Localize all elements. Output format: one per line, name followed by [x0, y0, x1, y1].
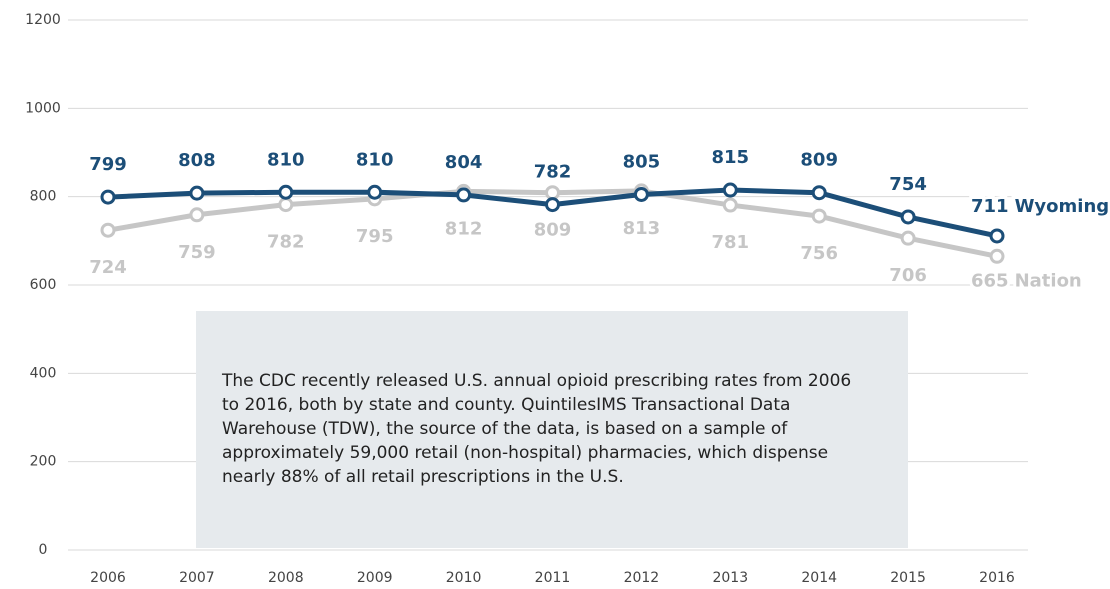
data-label: 809	[534, 220, 572, 241]
point	[633, 186, 649, 202]
data-label: 813	[623, 218, 661, 239]
data-label: 812	[445, 218, 483, 239]
data-label: 756	[800, 243, 838, 264]
annotation: The CDC recently released U.S. annual op…	[196, 311, 908, 548]
x-tick-label: 2008	[268, 570, 304, 586]
data-label: 815	[712, 147, 750, 168]
x-tick-label: 2011	[535, 570, 571, 586]
data-label: 665	[971, 270, 1009, 291]
point	[189, 207, 205, 223]
data-label: 706	[889, 265, 927, 286]
point	[278, 197, 294, 213]
data-label: 759	[178, 242, 216, 263]
x-tick-label: 2010	[446, 570, 482, 586]
x-tick-label: 2007	[179, 570, 215, 586]
series-name: Wyoming	[1015, 196, 1110, 217]
point	[722, 197, 738, 213]
data-label: 808	[178, 150, 216, 171]
data-label: 754	[889, 174, 927, 195]
data-label: 810	[356, 149, 394, 170]
data-label: 711	[971, 196, 1009, 217]
y-tick-label: 1200	[25, 12, 61, 28]
point	[278, 184, 294, 200]
data-label: 781	[712, 232, 750, 253]
y-tick-label: 0	[39, 542, 48, 558]
y-tick-label: 1000	[25, 100, 61, 116]
point	[100, 189, 116, 205]
point	[367, 184, 383, 200]
data-label: 809	[800, 150, 838, 171]
point	[545, 185, 560, 201]
series-name: Nation	[1015, 270, 1082, 291]
data-label: 782	[534, 162, 572, 183]
x-tick-label: 2014	[801, 570, 837, 586]
data-label: 810	[267, 149, 305, 170]
data-label: 799	[89, 154, 127, 175]
point	[811, 208, 827, 224]
point	[900, 230, 916, 246]
y-tick-label: 200	[30, 454, 57, 470]
y-tick-label: 400	[30, 365, 57, 381]
point	[989, 228, 1005, 244]
data-label: 804	[445, 152, 483, 173]
data-label: 724	[89, 257, 127, 278]
x-tick-label: 2016	[979, 570, 1015, 586]
point	[100, 222, 116, 238]
y-tick-label: 600	[30, 277, 57, 293]
x-tick-label: 2015	[890, 570, 926, 586]
x-tick-label: 2012	[624, 570, 660, 586]
y-tick-label: 800	[30, 189, 57, 205]
point	[545, 197, 560, 213]
point	[900, 209, 916, 225]
data-label: 782	[267, 232, 305, 253]
x-tick-label: 2013	[712, 570, 748, 586]
x-tick-label: 2009	[357, 570, 393, 586]
point	[811, 185, 827, 201]
point	[989, 248, 1005, 264]
point	[189, 185, 205, 201]
data-label: 805	[623, 151, 661, 172]
data-label: 795	[356, 226, 394, 247]
point	[456, 187, 472, 203]
point	[722, 182, 738, 198]
x-tick-label: 2006	[90, 570, 126, 586]
